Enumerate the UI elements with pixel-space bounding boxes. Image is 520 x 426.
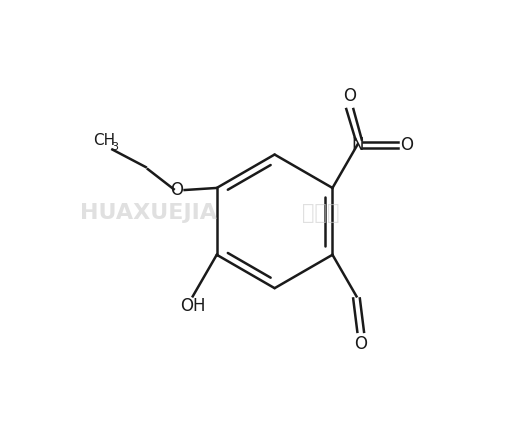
Text: O: O <box>343 86 356 105</box>
Text: O: O <box>171 181 184 199</box>
Text: O: O <box>400 135 413 153</box>
Text: OH: OH <box>180 296 205 314</box>
Text: 3: 3 <box>111 141 118 152</box>
Text: CH: CH <box>93 133 115 148</box>
Text: N: N <box>352 135 364 153</box>
Text: HUAXUEJIA: HUAXUEJIA <box>81 203 217 223</box>
Text: 化学加: 化学加 <box>302 203 339 223</box>
Text: O: O <box>354 335 367 354</box>
